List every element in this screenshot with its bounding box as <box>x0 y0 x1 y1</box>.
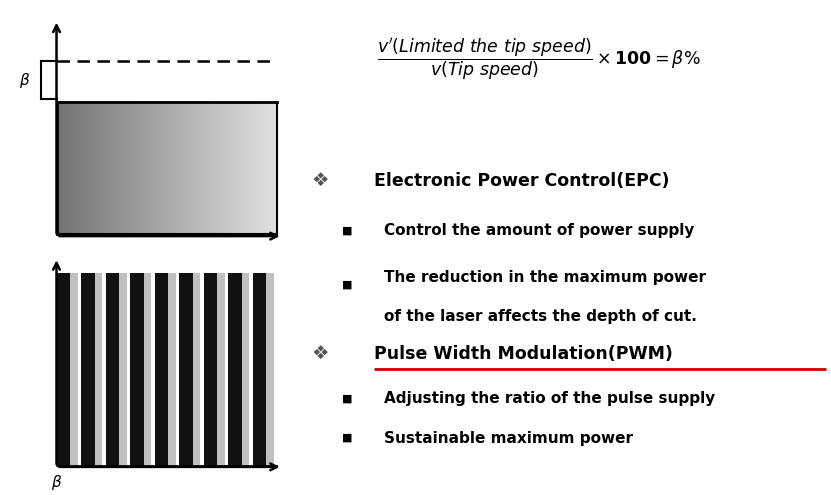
Text: Adjusting the ratio of the pulse supply: Adjusting the ratio of the pulse supply <box>384 391 715 406</box>
Text: ❖: ❖ <box>312 345 329 363</box>
Text: ■: ■ <box>342 280 352 290</box>
Text: ■: ■ <box>342 433 352 443</box>
Bar <box>71 273 77 466</box>
Text: $\beta$: $\beta$ <box>19 71 30 90</box>
Bar <box>169 273 175 466</box>
Text: Pulse Width Modulation(PWM): Pulse Width Modulation(PWM) <box>374 345 672 363</box>
Text: The reduction in the maximum power: The reduction in the maximum power <box>384 270 706 285</box>
Text: ❖: ❖ <box>312 171 329 190</box>
Text: $\beta$: $\beta$ <box>51 473 62 493</box>
Text: Sustainable maximum power: Sustainable maximum power <box>384 431 633 446</box>
Bar <box>81 273 95 466</box>
Bar <box>229 273 242 466</box>
Bar <box>204 273 218 466</box>
Text: Electronic Power Control(EPC): Electronic Power Control(EPC) <box>374 172 669 190</box>
Bar <box>95 273 102 466</box>
Text: of the laser affects the depth of cut.: of the laser affects the depth of cut. <box>384 309 697 324</box>
Text: $\dfrac{\mathit{v}'(\mathit{Limited\ the\ tip\ speed})}{\mathit{v}(\mathit{Tip\ : $\dfrac{\mathit{v}'(\mathit{Limited\ the… <box>376 36 701 83</box>
Bar <box>218 273 224 466</box>
Text: ■: ■ <box>342 394 352 403</box>
Bar <box>242 273 249 466</box>
Text: Control the amount of power supply: Control the amount of power supply <box>384 223 695 238</box>
Bar <box>106 273 120 466</box>
Bar <box>193 273 200 466</box>
Bar <box>130 273 144 466</box>
Text: ■: ■ <box>342 225 352 235</box>
Bar <box>267 273 273 466</box>
Bar <box>144 273 151 466</box>
Bar <box>253 273 267 466</box>
Bar <box>155 273 169 466</box>
Bar <box>179 273 193 466</box>
Bar <box>57 273 71 466</box>
Bar <box>120 273 126 466</box>
